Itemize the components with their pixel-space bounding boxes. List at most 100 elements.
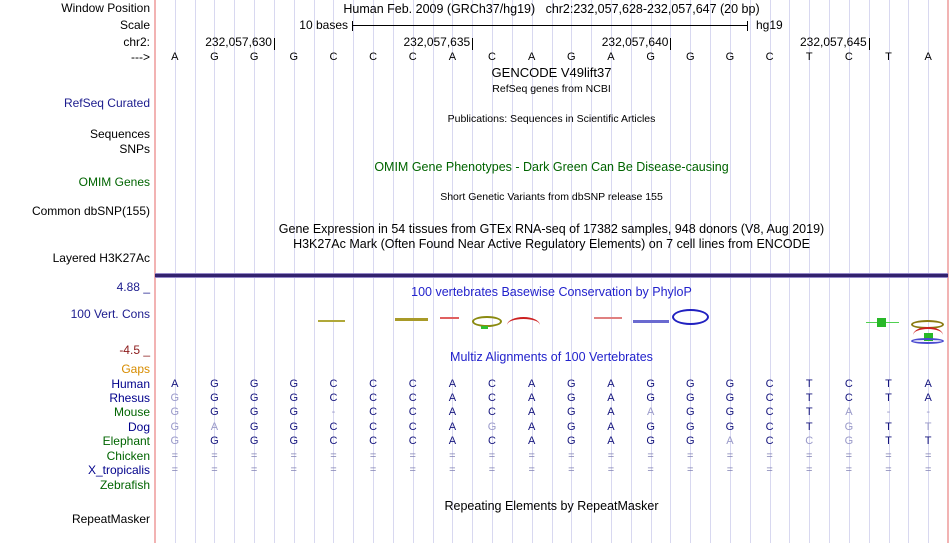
track-title-h3k27ac[interactable]: H3K27Ac Mark (Often Found Near Active Re… <box>293 237 810 251</box>
reference-base: G <box>567 51 576 63</box>
alignment-base: G <box>210 406 219 419</box>
alignment-base: T <box>805 377 813 390</box>
grid-line <box>729 0 731 543</box>
alignment-base: C <box>844 377 853 390</box>
species-label-mouse[interactable]: Mouse <box>113 405 150 420</box>
track-label-repeatmasker[interactable]: RepeatMasker <box>71 512 150 526</box>
alignment-base: G <box>685 377 695 390</box>
species-label-elephant[interactable]: Elephant <box>102 434 150 449</box>
alignment-base: G <box>249 391 259 404</box>
species-label-dog[interactable]: Dog <box>127 419 150 434</box>
conservation-glyph-rect <box>924 333 933 341</box>
track-title-refseq-ncbi[interactable]: RefSeq genes from NCBI <box>492 83 611 95</box>
track-title-gencode[interactable]: GENCODE V49lift37 <box>491 65 612 80</box>
alignment-base: G <box>170 406 180 419</box>
alignment-base: G <box>646 435 655 448</box>
conservation-min-score: -4.5 _ <box>119 343 150 357</box>
alignment-base: C <box>369 406 378 419</box>
alignment-base: A <box>448 406 457 419</box>
alignment-base: C <box>765 406 774 419</box>
alignment-base: A <box>527 377 536 390</box>
alignment-base: A <box>924 377 932 390</box>
species-label-chicken[interactable]: Chicken <box>106 448 150 463</box>
alignment-base: C <box>408 406 417 419</box>
alignment-base: A <box>845 406 853 419</box>
track-title-multiz[interactable]: Multiz Alignments of 100 Vertebrates <box>450 350 653 364</box>
scale-bar-right-tick <box>747 21 748 31</box>
strand-arrow-label[interactable]: ---> <box>131 50 150 64</box>
track-label-common-dbsnp[interactable]: Common dbSNP(155) <box>31 204 150 218</box>
reference-base: A <box>924 51 932 63</box>
grid-line <box>670 0 672 543</box>
track-label-omim-genes[interactable]: OMIM Genes <box>78 175 150 189</box>
alignment-base: C <box>844 391 853 404</box>
track-label-layered-h3k27ac[interactable]: Layered H3K27Ac <box>52 251 150 265</box>
species-label-x_tropicalis[interactable]: X_tropicalis <box>87 463 150 478</box>
track-title-gtex[interactable]: Gene Expression in 54 tissues from GTEx … <box>278 222 825 236</box>
track-label-sequences[interactable]: Sequences <box>89 127 150 141</box>
conservation-glyph-arc <box>507 317 540 325</box>
alignment-base: A <box>607 406 615 419</box>
species-label-zebrafish[interactable]: Zebrafish <box>99 477 150 492</box>
conservation-glyph-dash <box>440 317 459 319</box>
scale-bar-line <box>352 25 748 26</box>
grid-line <box>353 0 355 543</box>
grid-line <box>333 0 335 543</box>
alignment-base: T <box>805 406 813 419</box>
alignment-base: G <box>249 435 259 448</box>
alignment-base: A <box>607 391 615 404</box>
track-title-omim[interactable]: OMIM Gene Phenotypes - Dark Green Can Be… <box>374 160 729 174</box>
alignment-base: G <box>487 420 497 433</box>
grid-line <box>511 0 513 543</box>
alignment-base: G <box>685 406 695 419</box>
grid-line <box>571 0 573 543</box>
alignment-base: G <box>289 420 299 433</box>
alignment-base: G <box>844 435 854 448</box>
track-title-repeat-elements[interactable]: Repeating Elements by RepeatMasker <box>444 499 659 513</box>
alignment-base: = <box>290 464 297 477</box>
alignment-base: A <box>924 391 932 404</box>
track-title-phylop[interactable]: 100 vertebrates Basewise Conservation by… <box>411 285 692 299</box>
track-label-refseq-curated[interactable]: RefSeq Curated <box>63 96 150 110</box>
alignment-base: C <box>408 435 417 448</box>
reference-base: G <box>725 51 735 63</box>
alignment-base: G <box>210 377 219 390</box>
alignment-base: A <box>527 435 536 448</box>
track-label-snps[interactable]: SNPs <box>119 142 150 156</box>
alignment-base: = <box>607 449 615 462</box>
grid-line <box>690 0 692 543</box>
h3k27ac-track-bar[interactable] <box>155 273 948 278</box>
track-label-100-vert-cons[interactable]: 100 Vert. Cons <box>70 307 150 321</box>
reference-base: G <box>289 51 299 63</box>
window-position-label: Window Position <box>61 1 150 15</box>
alignment-base: = <box>369 449 377 462</box>
alignment-base: C <box>408 391 417 404</box>
track-title-publications[interactable]: Publications: Sequences in Scientific Ar… <box>447 113 656 125</box>
alignment-base: G <box>289 391 299 404</box>
ruler-tick-label: 232,057,635 <box>403 35 471 49</box>
alignment-base: C <box>488 406 496 419</box>
alignment-base: G <box>170 435 180 448</box>
grid-line <box>373 0 375 543</box>
alignment-base: G <box>249 377 259 390</box>
alignment-base: C <box>369 435 378 448</box>
alignment-base: A <box>448 435 457 448</box>
alignment-base: = <box>568 449 575 462</box>
species-label-human[interactable]: Human <box>111 376 150 391</box>
species-label-rhesus[interactable]: Rhesus <box>109 390 150 405</box>
alignment-base: A <box>607 420 615 433</box>
reference-base: C <box>488 51 496 63</box>
track-title-dbsnp[interactable]: Short Genetic Variants from dbSNP releas… <box>440 191 663 203</box>
alignment-base: = <box>805 449 813 462</box>
alignment-base: = <box>885 449 892 462</box>
alignment-base: A <box>607 435 615 448</box>
grid-line <box>650 0 652 543</box>
alignment-base: T <box>805 420 813 433</box>
ruler-tick-label: 232,057,645 <box>799 35 867 49</box>
alignment-base: C <box>408 420 417 433</box>
alignment-base: = <box>250 464 258 477</box>
alignment-base: = <box>726 449 734 462</box>
alignment-base: = <box>805 464 813 477</box>
window-right-edge-line <box>947 0 949 543</box>
